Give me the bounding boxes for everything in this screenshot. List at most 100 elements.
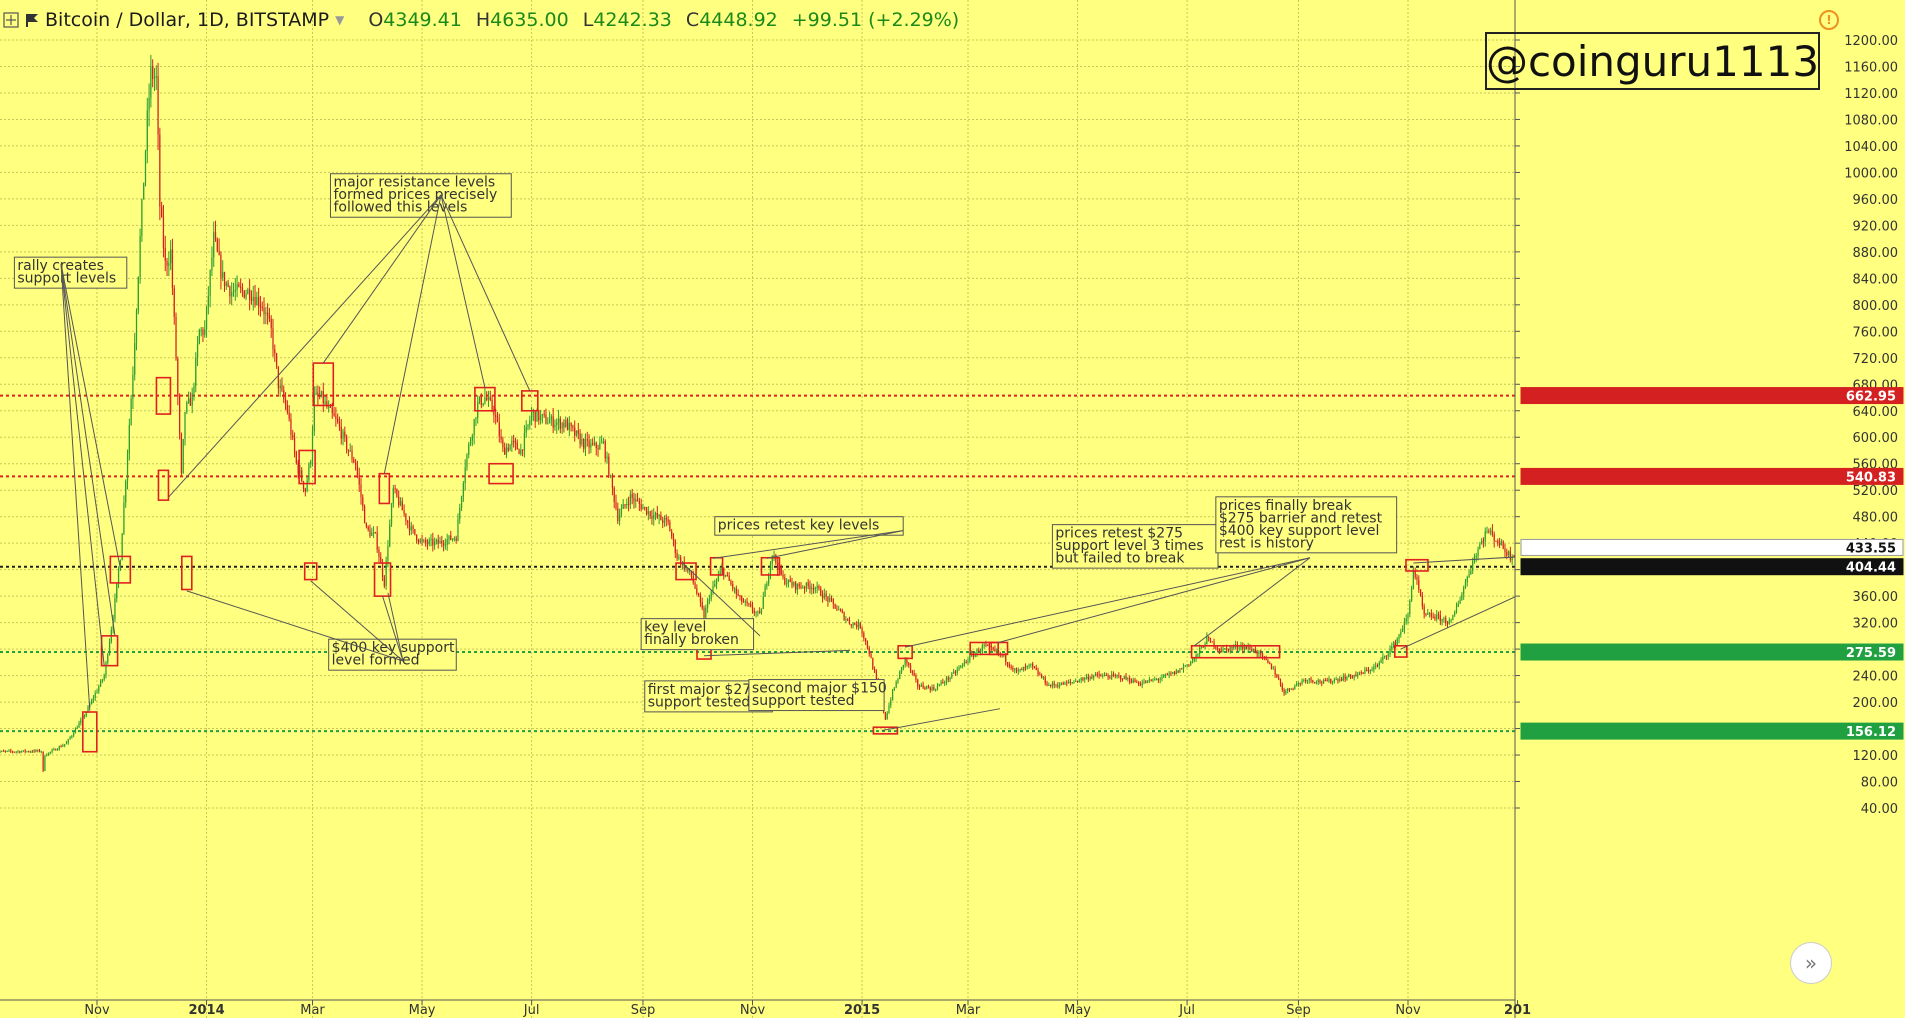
- candle-body: [847, 619, 849, 621]
- candle-body: [60, 746, 62, 748]
- candle-body: [1407, 614, 1409, 619]
- candle-body: [40, 751, 42, 753]
- candle-body: [951, 673, 953, 678]
- candle-body: [1224, 648, 1226, 650]
- candle-body: [1166, 674, 1168, 676]
- candle-body: [1213, 641, 1215, 648]
- annotation-callout: prices finally break$275 barrier and ret…: [1215, 496, 1398, 554]
- candle-body: [829, 597, 831, 602]
- candle-body: [823, 593, 825, 599]
- candle-body: [816, 586, 818, 589]
- annotation-box: [180, 555, 193, 591]
- high-label: H: [475, 9, 491, 31]
- candle-body: [737, 593, 739, 596]
- candle-body: [1326, 680, 1328, 682]
- candle-body: [1200, 646, 1203, 648]
- candle-body: [403, 510, 405, 514]
- time-tick-label: Nov: [1395, 1003, 1421, 1018]
- candle-body: [56, 749, 59, 751]
- scroll-right-icon[interactable]: »: [1790, 942, 1832, 984]
- candle-body: [453, 538, 456, 540]
- crosshair-icon[interactable]: [3, 12, 19, 28]
- time-tick-label: May: [1064, 1003, 1091, 1018]
- candle-body: [1019, 668, 1021, 671]
- flag-icon[interactable]: [25, 12, 39, 28]
- candle-body: [1141, 682, 1143, 686]
- candle-body: [71, 735, 73, 738]
- candle-body: [69, 737, 71, 740]
- candle-body: [15, 751, 17, 753]
- candle-body: [150, 66, 152, 98]
- candle-body: [1382, 656, 1384, 660]
- candle-body: [1015, 668, 1018, 672]
- candle-body: [1507, 551, 1510, 556]
- candle-body: [130, 398, 132, 425]
- annotation-pointer: [382, 595, 404, 662]
- candle-body: [417, 540, 420, 543]
- candle-body: [123, 502, 125, 534]
- candle-body: [96, 691, 98, 694]
- candle-body: [128, 424, 130, 454]
- candle-body: [394, 488, 396, 490]
- price-tick-label: 1200.00: [1844, 34, 1898, 49]
- candle-body: [1146, 680, 1149, 683]
- time-tick-label: 2014: [188, 1003, 224, 1018]
- candle-body: [1066, 682, 1068, 684]
- alert-icon[interactable]: !: [1819, 10, 1839, 30]
- candle-body: [103, 675, 105, 680]
- candle-body: [570, 422, 572, 426]
- annotation-frame: [714, 516, 904, 536]
- candle-body: [814, 588, 816, 590]
- candle-body: [405, 513, 407, 521]
- candle-body: [906, 657, 908, 664]
- candle-body: [358, 474, 360, 485]
- candle-body: [1116, 675, 1118, 677]
- time-axis[interactable]: Nov 2014 Mar May Jul Sep Nov 2015 Mar May Jul Sep No…: [0, 999, 1531, 1018]
- candle-body: [1008, 663, 1010, 667]
- candle-body: [687, 568, 689, 571]
- candle-body: [4, 751, 7, 753]
- candle-body: [495, 415, 497, 417]
- candle-body: [207, 295, 209, 307]
- annotation-text: prices finally break: [1219, 498, 1353, 514]
- annotation-box: [1405, 558, 1429, 572]
- candle-body: [1053, 683, 1055, 686]
- candle-body: [166, 261, 168, 266]
- candle-body: [1428, 613, 1431, 615]
- candle-body: [1091, 677, 1093, 679]
- candle-body: [922, 684, 924, 688]
- candle-body: [1470, 570, 1472, 575]
- annotation-pointer: [186, 590, 404, 662]
- candle-body: [94, 693, 96, 699]
- candle-body: [1046, 683, 1048, 686]
- candle-body: [196, 343, 199, 358]
- candle-body: [1491, 530, 1494, 535]
- candle-body: [1258, 651, 1260, 655]
- candle-body: [1175, 670, 1177, 675]
- candle-body: [793, 582, 795, 586]
- candle-body: [459, 507, 461, 520]
- candle-body: [714, 584, 716, 587]
- candle-body: [243, 290, 245, 298]
- candle-body: [1209, 638, 1212, 642]
- candle-body: [838, 609, 840, 611]
- candle-body: [969, 655, 971, 661]
- symbol-dropdown-icon[interactable]: ▼: [335, 13, 345, 27]
- candle-body: [505, 447, 508, 455]
- symbol-title[interactable]: Bitcoin / Dollar, 1D, BITSTAMP: [45, 9, 330, 31]
- candle-body: [1067, 681, 1070, 684]
- candle-body: [773, 555, 775, 557]
- candle-body: [1238, 647, 1240, 649]
- candle-body: [1134, 679, 1136, 683]
- candle-body: [651, 516, 653, 519]
- candle-body: [667, 519, 669, 522]
- candle-body: [748, 603, 750, 605]
- price-tick-label: 640.00: [1853, 405, 1899, 420]
- annotation-pointer: [168, 194, 442, 498]
- candle-body: [353, 459, 355, 463]
- price-axis[interactable]: 40.0080.00120.00160.00200.00240.00280.00…: [1514, 0, 1905, 1018]
- candle-body: [1425, 614, 1427, 616]
- candle-body: [344, 431, 346, 437]
